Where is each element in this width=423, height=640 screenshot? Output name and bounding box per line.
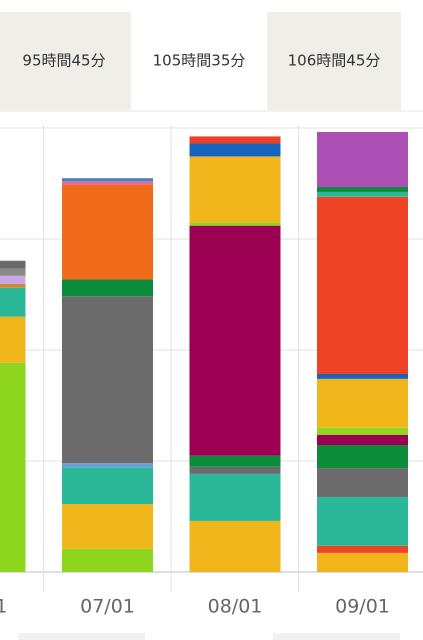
bar-segment [62, 467, 153, 505]
bar-segment [62, 184, 153, 280]
bar-segment [0, 260, 26, 269]
x-tick-label: 09/01 [335, 596, 390, 618]
bar-segment [189, 222, 281, 226]
bar-segment [317, 552, 408, 572]
bottom-tab [18, 633, 145, 640]
bar-segment [189, 156, 281, 223]
bar-segment [317, 378, 408, 428]
bar-segment [0, 275, 26, 284]
bar-segment [62, 178, 153, 182]
bar-segment [317, 445, 408, 469]
tab-background [0, 12, 131, 110]
bar-segment [189, 520, 281, 572]
bar-segment [189, 136, 281, 144]
bar-segment [317, 434, 408, 446]
bar-segment [62, 296, 153, 464]
bar-segment [189, 225, 281, 456]
bar-segment [62, 181, 153, 185]
bar-segment [317, 196, 408, 374]
bar-segment [0, 287, 26, 317]
bar-segment [317, 496, 408, 546]
bar-segment [0, 316, 26, 363]
bar-segment [317, 427, 408, 435]
bar-segment [317, 545, 408, 553]
bar-segment [62, 463, 153, 468]
bar-segment [317, 373, 408, 379]
bar-segment [189, 143, 281, 157]
bar-segment [189, 455, 281, 467]
bar-segment [317, 191, 408, 197]
bar-segment [317, 468, 408, 497]
bar-segment [0, 268, 26, 276]
bar-segment [317, 131, 408, 188]
x-tick-label: 07/01 [80, 596, 135, 618]
bar-segment [189, 473, 281, 521]
bar-segment [62, 548, 153, 572]
bar-segment [0, 283, 26, 288]
bar-segment [317, 187, 408, 192]
tab-label[interactable]: 105時間35分 [153, 52, 246, 70]
tab-label[interactable]: 106時間45分 [288, 52, 381, 70]
bar-segment [189, 466, 281, 474]
x-tick-label: 08/01 [208, 596, 263, 618]
bar-segment [62, 279, 153, 297]
tab-background [267, 12, 401, 110]
tab-label[interactable]: 95時間45分 [22, 52, 105, 70]
bottom-tab [273, 633, 400, 640]
bar-segment [0, 362, 26, 572]
x-tick-label: 06/01 [0, 596, 7, 618]
plot: 06/01 07/01 08/01 09/01 [0, 125, 423, 618]
bar-segment [62, 504, 153, 549]
